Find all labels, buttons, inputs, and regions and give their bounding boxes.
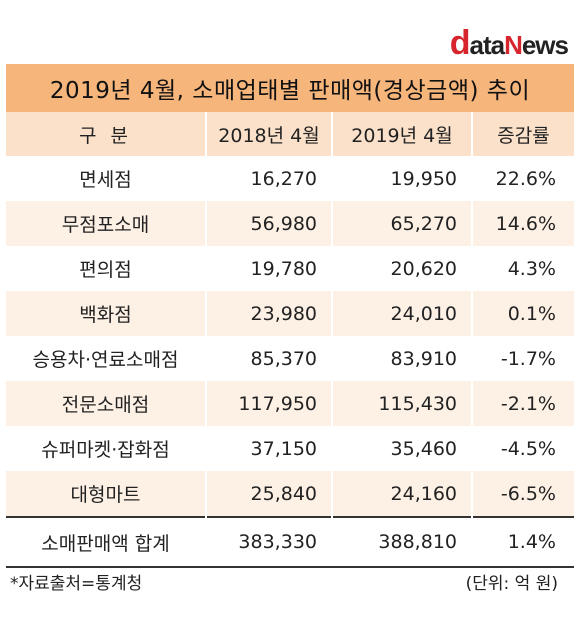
- table-row: 전문소매점 117,950 115,430 -2.1%: [6, 381, 574, 426]
- table-row: 편의점 19,780 20,620 4.3%: [6, 246, 574, 291]
- total-row: 소매판매액 합계 383,330 388,810 1.4%: [6, 516, 574, 568]
- table-row: 승용차·연료소매점 85,370 83,910 -1.7%: [6, 336, 574, 381]
- row-2018: 37,150: [205, 426, 332, 471]
- row-2018: 23,980: [205, 291, 332, 336]
- row-rate: 14.6%: [471, 201, 574, 246]
- logo-d: d: [449, 24, 471, 62]
- header-2018: 2018년 4월: [205, 112, 332, 156]
- row-2018: 25,840: [205, 471, 332, 517]
- row-2019: 65,270: [331, 201, 472, 246]
- row-rate: -2.1%: [471, 381, 574, 426]
- table-row: 대형마트 25,840 24,160 -6.5%: [6, 471, 574, 517]
- total-rate: 1.4%: [471, 516, 574, 568]
- row-name: 슈퍼마켓·잡화점: [41, 439, 170, 461]
- row-rate: 22.6%: [471, 156, 574, 201]
- header-row: 구 분 2018년 4월 2019년 4월 증감률: [6, 112, 574, 156]
- row-2018: 85,370: [205, 336, 332, 381]
- row-rate: 4.3%: [471, 246, 574, 291]
- logo-n: N: [504, 30, 523, 60]
- row-2019: 24,010: [331, 291, 472, 336]
- row-2018: 16,270: [205, 156, 332, 201]
- table-title: 2019년 4월, 소매업태별 판매액(경상금액) 추이: [6, 64, 574, 112]
- logo-ata: ata: [469, 30, 505, 60]
- total-name: 소매판매액 합계: [6, 516, 206, 568]
- logo-ews: ews: [521, 30, 569, 60]
- row-2019: 83,910: [331, 336, 472, 381]
- row-2019: 24,160: [331, 471, 472, 517]
- row-rate: -6.5%: [471, 471, 574, 517]
- row-rate: -1.7%: [471, 336, 574, 381]
- row-name: 대형마트: [6, 471, 206, 517]
- total-2019: 388,810: [331, 516, 472, 568]
- total-2018: 383,330: [205, 516, 332, 568]
- row-2019: 20,620: [331, 246, 472, 291]
- row-2019: 19,950: [331, 156, 472, 201]
- header-category: 구 분: [6, 112, 206, 156]
- row-name: 백화점: [6, 291, 206, 336]
- table-row: 무점포소매 56,980 65,270 14.6%: [6, 201, 574, 246]
- row-2018: 19,780: [205, 246, 332, 291]
- row-2019: 115,430: [331, 381, 472, 426]
- sales-table: 구 분 2018년 4월 2019년 4월 증감률 면세점 16,270 19,…: [6, 112, 574, 568]
- header-rate: 증감률: [471, 112, 574, 156]
- row-2018: 117,950: [205, 381, 332, 426]
- row-rate: -4.5%: [471, 426, 574, 471]
- row-rate: 0.1%: [471, 291, 574, 336]
- unit-note: (단위: 억 원): [465, 574, 558, 594]
- row-name: 무점포소매: [6, 201, 206, 246]
- source-footnote: *자료출처=통계청: [10, 574, 143, 594]
- table-row: 슈퍼마켓·잡화점 37,150 35,460 -4.5%: [6, 426, 574, 471]
- row-2018: 56,980: [205, 201, 332, 246]
- row-name: 전문소매점: [6, 381, 206, 426]
- table-row: 면세점 16,270 19,950 22.6%: [6, 156, 574, 201]
- row-name: 승용차·연료소매점: [32, 349, 179, 371]
- table-row: 백화점 23,980 24,010 0.1%: [6, 291, 574, 336]
- row-name: 편의점: [79, 259, 132, 281]
- row-2019: 35,460: [331, 426, 472, 471]
- header-2019: 2019년 4월: [331, 112, 472, 156]
- row-name: 면세점: [79, 169, 132, 191]
